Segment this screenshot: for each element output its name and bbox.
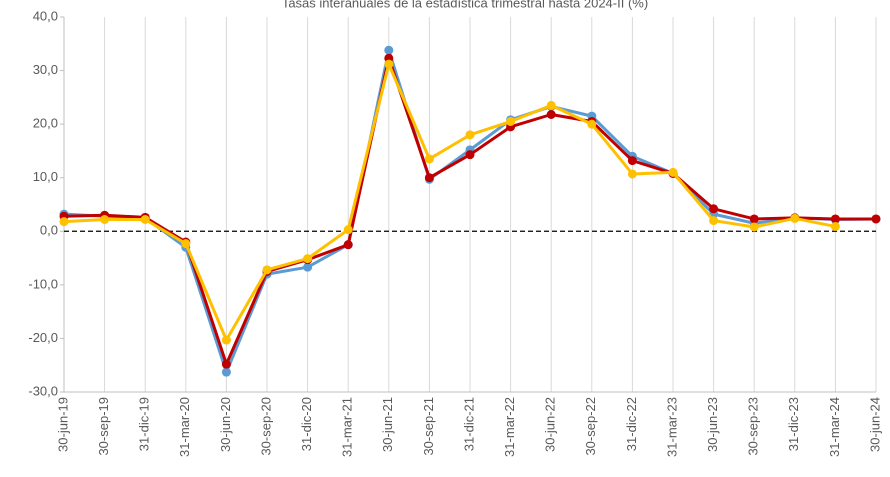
point xyxy=(343,225,353,235)
x-tick-label: 30-jun-20 xyxy=(218,397,233,452)
x-tick-label: 31-dic-21 xyxy=(461,397,476,451)
y-tick-label: -10,0 xyxy=(28,276,58,291)
y-tick-label: 0,0 xyxy=(40,223,58,238)
y-tick-label: -20,0 xyxy=(28,330,58,345)
point xyxy=(790,213,800,223)
x-tick-label: 31-dic-20 xyxy=(299,397,314,451)
x-tick-label: 30-jun-19 xyxy=(55,397,70,452)
point xyxy=(181,239,191,249)
x-tick-label: 30-jun-21 xyxy=(380,397,395,452)
x-tick-label: 30-sep-19 xyxy=(96,397,111,456)
y-tick-label: 10,0 xyxy=(33,169,58,184)
x-tick-label: 31-mar-21 xyxy=(340,397,355,457)
point xyxy=(830,221,840,231)
y-tick-label: 30,0 xyxy=(33,62,58,77)
x-tick-label: 31-dic-22 xyxy=(624,397,639,451)
point xyxy=(100,215,110,224)
point xyxy=(384,45,394,55)
x-tick-label: 30-sep-20 xyxy=(258,397,273,456)
point xyxy=(830,214,840,224)
point xyxy=(709,216,719,226)
x-tick-label: 31-mar-24 xyxy=(827,397,842,457)
point xyxy=(303,254,313,264)
point xyxy=(546,100,556,110)
x-tick-label: 30-jun-24 xyxy=(867,397,882,452)
point xyxy=(709,204,719,214)
point xyxy=(465,150,475,160)
point xyxy=(627,169,637,179)
point xyxy=(303,262,313,272)
x-tick-label: 31-mar-22 xyxy=(502,397,517,457)
x-tick-label: 30-jun-23 xyxy=(705,397,720,452)
x-tick-label: 30-sep-22 xyxy=(583,397,598,456)
y-tick-label: 20,0 xyxy=(33,116,58,131)
point xyxy=(749,222,759,232)
x-tick-label: 31-dic-19 xyxy=(137,397,152,451)
point xyxy=(221,359,231,369)
point xyxy=(262,265,272,275)
point xyxy=(871,214,881,224)
point xyxy=(140,215,150,224)
x-tick-label: 31-mar-23 xyxy=(664,397,679,457)
point xyxy=(465,130,475,140)
point xyxy=(59,217,69,227)
point xyxy=(384,59,394,69)
chart-title: Tasas interanuales de la estadística tri… xyxy=(282,0,648,10)
x-tick-label: 31-dic-23 xyxy=(786,397,801,451)
point xyxy=(587,119,597,129)
x-tick-label: 30-sep-23 xyxy=(746,397,761,456)
y-tick-label: -30,0 xyxy=(28,383,58,398)
point xyxy=(424,173,434,183)
x-tick-label: 30-sep-21 xyxy=(421,397,436,456)
x-tick-label: 31-mar-20 xyxy=(177,397,192,457)
point xyxy=(627,156,637,166)
y-tick-label: 40,0 xyxy=(33,8,58,23)
point xyxy=(221,335,231,345)
point xyxy=(749,214,759,224)
point xyxy=(424,154,434,164)
point xyxy=(668,167,678,177)
point xyxy=(506,116,516,126)
x-tick-label: 30-jun-22 xyxy=(543,397,558,452)
point xyxy=(221,367,231,377)
point xyxy=(546,110,556,119)
point xyxy=(343,240,353,250)
series-line xyxy=(63,62,836,342)
